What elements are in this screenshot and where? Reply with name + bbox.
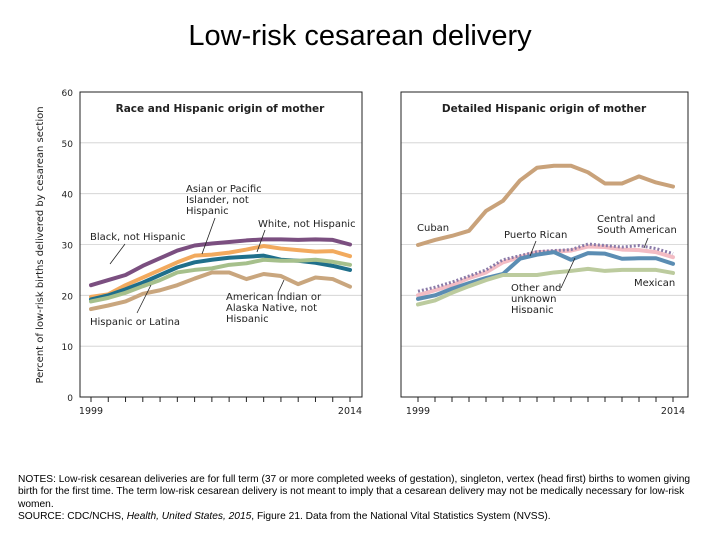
label-other: Other and unknown Hispanic bbox=[511, 283, 562, 313]
leader-other bbox=[560, 257, 576, 289]
label-cuban: Cuban bbox=[417, 223, 449, 234]
series-line-cuban bbox=[416, 163, 675, 248]
series-line-asian-or-pacific-islander-not-hispanic bbox=[89, 244, 352, 299]
label-mexican: Mexican bbox=[634, 278, 675, 289]
notes: NOTES: Low-risk cesarean deliveries are … bbox=[18, 474, 708, 523]
y-axis-label: Percent of low-risk births delivered by … bbox=[35, 106, 46, 383]
y-tick-label: 50 bbox=[62, 140, 74, 150]
source-line: SOURCE: CDC/NCHS, Health, United States,… bbox=[18, 511, 708, 523]
leader-asian bbox=[201, 217, 216, 255]
source-publication: Health, United States, 2015 bbox=[126, 510, 252, 522]
y-tick-label: 60 bbox=[62, 89, 74, 99]
series-line-other-and-unknown-hispanic bbox=[416, 250, 675, 301]
label-hispanic: Hispanic or Latina bbox=[90, 317, 180, 328]
plot-frame bbox=[79, 91, 363, 398]
panel-title-right: Detailed Hispanic origin of mother bbox=[442, 103, 647, 115]
slide-title: Low-risk cesarean delivery bbox=[188, 20, 532, 52]
series-line-central-and-south-american bbox=[417, 242, 674, 293]
label-asian: Asian or Pacific Islander, not Hispanic bbox=[186, 184, 262, 217]
source-prefix: SOURCE: CDC/NCHS, bbox=[18, 510, 127, 522]
x-tick-label: 2014 bbox=[661, 406, 685, 417]
y-tick-label: 10 bbox=[62, 343, 74, 353]
leader-puerto-rican bbox=[529, 240, 537, 257]
source-suffix: , Figure 21. Data from the National Vita… bbox=[251, 510, 551, 522]
label-black: Black, not Hispanic bbox=[90, 232, 186, 243]
x-tick-label: 1999 bbox=[406, 406, 430, 417]
x-tick-label: 1999 bbox=[79, 406, 103, 417]
series-line-hispanic-or-latina bbox=[89, 257, 352, 304]
leader-black bbox=[109, 243, 126, 265]
chart: 0 10 20 30 40 50 60 1999 2014 1999 2014 Race and … bbox=[35, 89, 689, 417]
series-line-american-indian-or-alaska-native-not-hispanic bbox=[89, 270, 352, 312]
y-tick-label: 40 bbox=[62, 191, 74, 201]
label-aian: American Indian or Alaska Native, not Hi… bbox=[226, 292, 322, 322]
leader-aian bbox=[277, 279, 285, 294]
y-tick-label: 0 bbox=[67, 394, 73, 404]
panel-race: 0 10 20 30 40 50 60 1999 2014 bbox=[62, 89, 363, 417]
leader-white bbox=[256, 229, 266, 253]
label-white: White, not Hispanic bbox=[258, 219, 356, 230]
plot-frame bbox=[400, 91, 689, 398]
x-tick-label: 2014 bbox=[338, 406, 362, 417]
y-tick-label: 20 bbox=[62, 292, 74, 302]
label-central-south: Central and South American bbox=[597, 214, 677, 236]
series-line-black-not-hispanic bbox=[89, 237, 352, 288]
leader-central-south bbox=[643, 237, 649, 249]
panel-hispanic-origin: 1999 2014 bbox=[400, 91, 689, 417]
y-tick-label: 30 bbox=[62, 242, 74, 252]
leader-hispanic bbox=[136, 284, 152, 314]
series-line-mexican bbox=[416, 266, 675, 307]
label-puerto-rican: Puerto Rican bbox=[504, 230, 567, 241]
notes-text: NOTES: Low-risk cesarean deliveries are … bbox=[18, 474, 691, 510]
panel-title-left: Race and Hispanic origin of mother bbox=[116, 103, 326, 115]
